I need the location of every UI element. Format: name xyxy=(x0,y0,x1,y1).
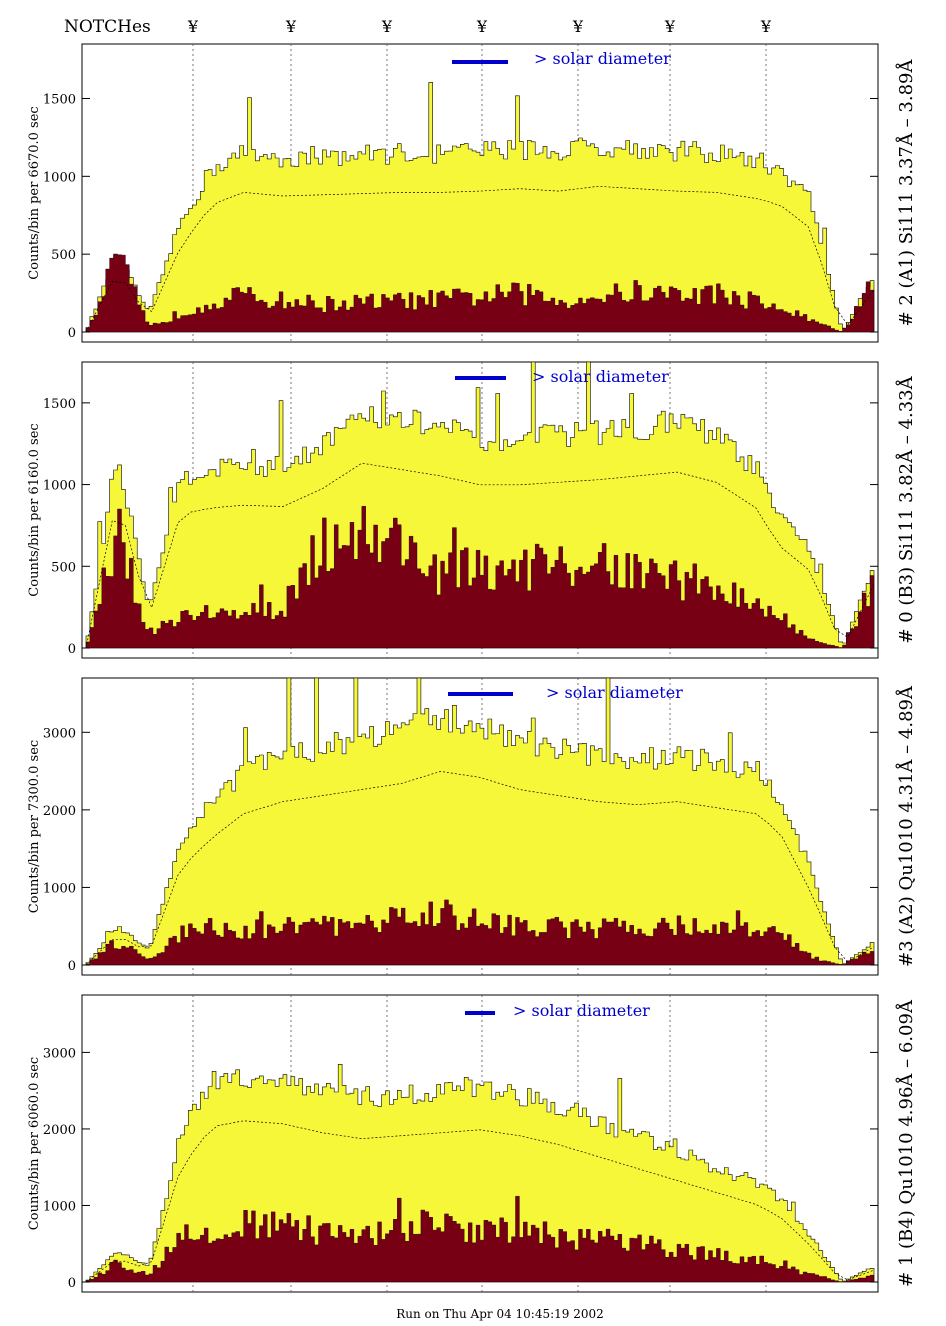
notch-symbol: ¥ xyxy=(187,17,199,36)
notch-symbol: ¥ xyxy=(285,17,297,36)
solar-diameter-label: > solar diameter xyxy=(513,1001,650,1020)
y-axis-label: Counts/bin per 7300.0 sec xyxy=(27,740,42,913)
y-tick-label: 500 xyxy=(51,248,76,263)
model-curve xyxy=(85,1120,875,1283)
panel-side-label: # 2 (A1) Si111 3.37Å – 3.89Å xyxy=(895,59,917,327)
notch-symbol: ¥ xyxy=(476,17,488,36)
lower-histogram xyxy=(85,253,875,333)
plot-frame xyxy=(81,43,879,343)
run-timestamp: Run on Thu Apr 04 10:45:19 2002 xyxy=(396,1307,604,1321)
solar-diameter-label: > solar diameter xyxy=(546,683,683,702)
lower-histogram xyxy=(85,899,875,966)
plot-frame xyxy=(81,994,879,1293)
y-tick-label: 1000 xyxy=(43,881,76,896)
y-tick-label: 0 xyxy=(68,642,76,657)
plot-frame xyxy=(81,361,879,659)
y-tick-label: 2000 xyxy=(43,804,76,819)
y-tick-label: 3000 xyxy=(43,1046,76,1061)
solar-diameter-label: > solar diameter xyxy=(532,367,669,386)
y-tick-label: 0 xyxy=(68,1276,76,1291)
upper-histogram xyxy=(85,82,875,333)
notch-markers: ¥ ¥ ¥ ¥ ¥ ¥ ¥ xyxy=(187,17,772,36)
y-tick-label: 1500 xyxy=(43,92,76,107)
y-tick-label: 3000 xyxy=(43,726,76,741)
y-tick-label: 0 xyxy=(68,959,76,974)
panel-side-label: #3 (A2) Qu1010 4.31Å – 4.89Å xyxy=(895,685,917,967)
model-curve xyxy=(85,771,875,966)
y-axis-label: Counts/bin per 6060.0 sec xyxy=(27,1057,42,1230)
y-tick-label: 0 xyxy=(68,326,76,341)
model-curve xyxy=(85,462,875,649)
y-tick-label: 1000 xyxy=(43,479,76,494)
lower-histogram xyxy=(85,506,875,649)
y-axis-label: Counts/bin per 6670.0 sec xyxy=(27,106,42,279)
upper-histogram xyxy=(85,677,875,966)
notch-symbol: ¥ xyxy=(572,17,584,36)
y-tick-label: 1000 xyxy=(43,1199,76,1214)
lower-histogram xyxy=(85,1196,875,1283)
panel-side-label: # 1 (B4) Qu1010 4.96Å – 6.09Å xyxy=(895,999,917,1287)
notch-symbol: ¥ xyxy=(664,17,676,36)
notches-label: NOTCHes xyxy=(64,17,151,37)
y-tick-label: 1500 xyxy=(43,397,76,412)
solar-diameter-label: > solar diameter xyxy=(534,49,671,68)
panel-side-label: # 0 (B3) Si111 3.82Å – 4.33Å xyxy=(895,375,917,643)
y-axis-label: Counts/bin per 6160.0 sec xyxy=(27,423,42,596)
y-tick-label: 2000 xyxy=(43,1123,76,1138)
plot-frame xyxy=(81,677,879,976)
y-tick-label: 1000 xyxy=(43,170,76,185)
notch-symbol: ¥ xyxy=(381,17,393,36)
notch-symbol: ¥ xyxy=(760,17,772,36)
y-tick-label: 500 xyxy=(51,560,76,575)
